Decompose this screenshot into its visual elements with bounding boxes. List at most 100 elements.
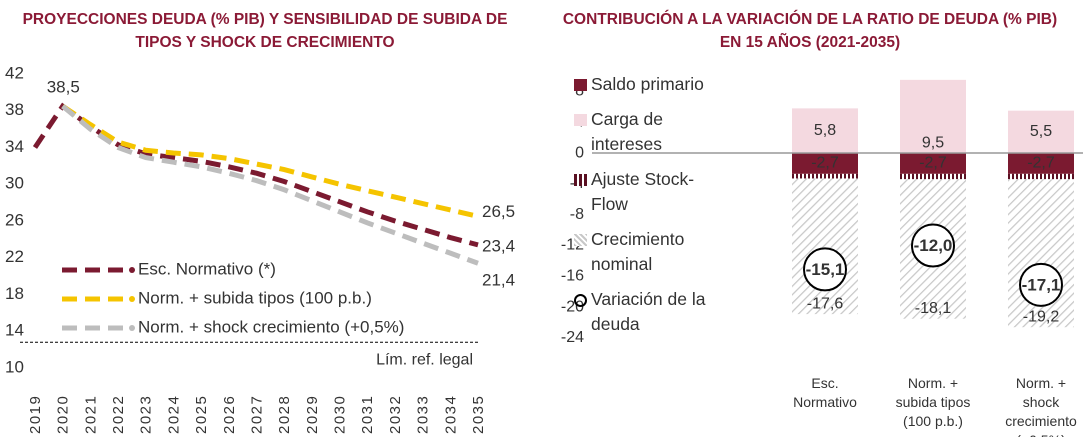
y-tick-label: 42 [5,63,24,82]
x-tick-label: 2031 [359,395,376,434]
legend-item: Carga de intereses [574,107,714,157]
legend-label: Saldo primario [591,74,704,94]
bar [1008,153,1074,174]
data-label: -2,7 [811,155,839,172]
data-label: 5,5 [1030,123,1052,140]
data-label: -2,7 [1027,155,1055,172]
x-tick-label: 2028 [276,395,293,434]
legend-swatch [574,234,587,246]
legend: Saldo primario Carga de intereses Ajuste S… [574,72,714,347]
x-tick-line: shock [1023,394,1061,410]
legend-label: Variación de la deuda [591,289,706,334]
marker [1019,262,1063,307]
x-tick-label: 2022 [110,395,127,434]
x-tick-line: Norm. + [908,375,958,391]
x-tick-label: 2023 [138,395,155,434]
data-label: 9,5 [922,134,944,151]
y-tick-label: 26 [5,210,24,229]
legend-label: Esc. Normativo (*) [138,259,276,278]
x-tick-line: Esc. [811,375,838,391]
x-tick-label: 2030 [332,395,349,434]
y-tick-label: 14 [5,321,24,340]
bar [900,173,966,180]
data-label: 5,8 [814,122,836,139]
y-tick-label: 38 [5,100,24,119]
y-tick-label: -16 [561,268,584,285]
x-tick-label: 2020 [55,395,72,434]
x-tick-line: Normativo [793,394,857,410]
x-tick-line: (100 p.b.) [903,413,963,429]
bar [792,153,858,174]
legend-item: Saldo primario [574,72,714,97]
legend-swatch [129,296,135,302]
data-label: 38,5 [47,78,80,97]
bar [792,178,858,315]
x-tick-label: 2029 [304,395,321,434]
x-tick-label: 2021 [82,395,99,434]
x-tick-label: 2032 [387,395,404,434]
x-tick-label: 2019 [27,395,44,434]
bar [792,173,858,179]
x-tick-label: 2033 [415,395,432,434]
data-label: 21,4 [482,271,515,290]
bar [900,79,966,154]
marker [911,223,955,268]
bar [1008,173,1074,180]
x-tick-line: Norm. + [1016,375,1066,391]
bar [1008,110,1074,154]
legend-swatch [129,325,135,331]
legend-item: Variación de la deuda [574,287,714,337]
chart-title: CONTRIBUCIÓN A LA VARIACIÓN DE LA RATIO … [562,11,1058,51]
chart-title: PROYECCIONES DEUDA (% PIB) Y SENSIBILIDA… [22,11,508,51]
legend-swatch [574,174,587,186]
x-tick-label: Esc. Normativo [793,375,857,410]
y-tick-label: 34 [5,137,24,156]
x-tick-line: subida tipos [896,394,971,410]
data-label: -17,6 [807,295,844,312]
x-tick-line: (+0,5%) [1016,432,1065,437]
data-label: 26,5 [482,202,515,221]
legend-item: Crecimiento nominal [574,227,714,277]
y-tick-label: 0 [575,144,584,161]
legend-swatch [574,114,587,126]
y-tick-label: -24 [561,329,584,346]
x-tick-label: 2035 [470,395,487,434]
x-tick-line: crecimiento [1005,413,1077,429]
data-label: -18,1 [915,300,952,317]
y-tick-label: 18 [5,284,24,303]
legend-swatch [129,267,135,273]
legend-label: Norm. + shock crecimiento (+0,5%) [138,317,404,336]
x-tick-label: 2027 [248,395,265,434]
data-label: -15,1 [806,260,845,279]
y-tick-label: -8 [570,206,584,223]
legend-swatch [574,79,587,91]
x-tick-label: Norm. + subida tipos (100 p.b.) [896,375,971,429]
legend-item: Ajuste Stock-Flow [574,167,714,217]
legend-label: Ajuste Stock-Flow [591,169,695,214]
x-tick-label: 2024 [165,395,182,434]
legend-swatch [574,294,587,307]
data-label: -17,1 [1022,275,1061,294]
line-series [61,104,479,219]
y-tick-label: 8 [575,83,584,100]
legend-label: Carga de intereses [591,109,663,154]
x-tick-label: Norm. + shock crecimiento (+0,5%) [1005,375,1077,437]
data-label: -19,2 [1023,308,1060,325]
bar [900,153,966,174]
reference-label: Lím. ref. legal [376,351,473,368]
legend-label: Crecimiento nominal [591,229,685,274]
y-tick-label: 10 [5,357,24,376]
marker [803,247,847,292]
x-tick-label: 2026 [221,395,238,434]
data-label: -2,7 [919,155,947,172]
bar [792,108,858,154]
line-series [61,104,479,266]
legend-label: Norm. + subida tipos (100 p.b.) [138,288,372,307]
data-label: 23,4 [482,236,515,255]
x-tick-label: 2025 [193,395,210,434]
line-series [32,102,479,248]
y-tick-label: 30 [5,174,24,193]
x-tick-label: 2034 [442,395,459,434]
